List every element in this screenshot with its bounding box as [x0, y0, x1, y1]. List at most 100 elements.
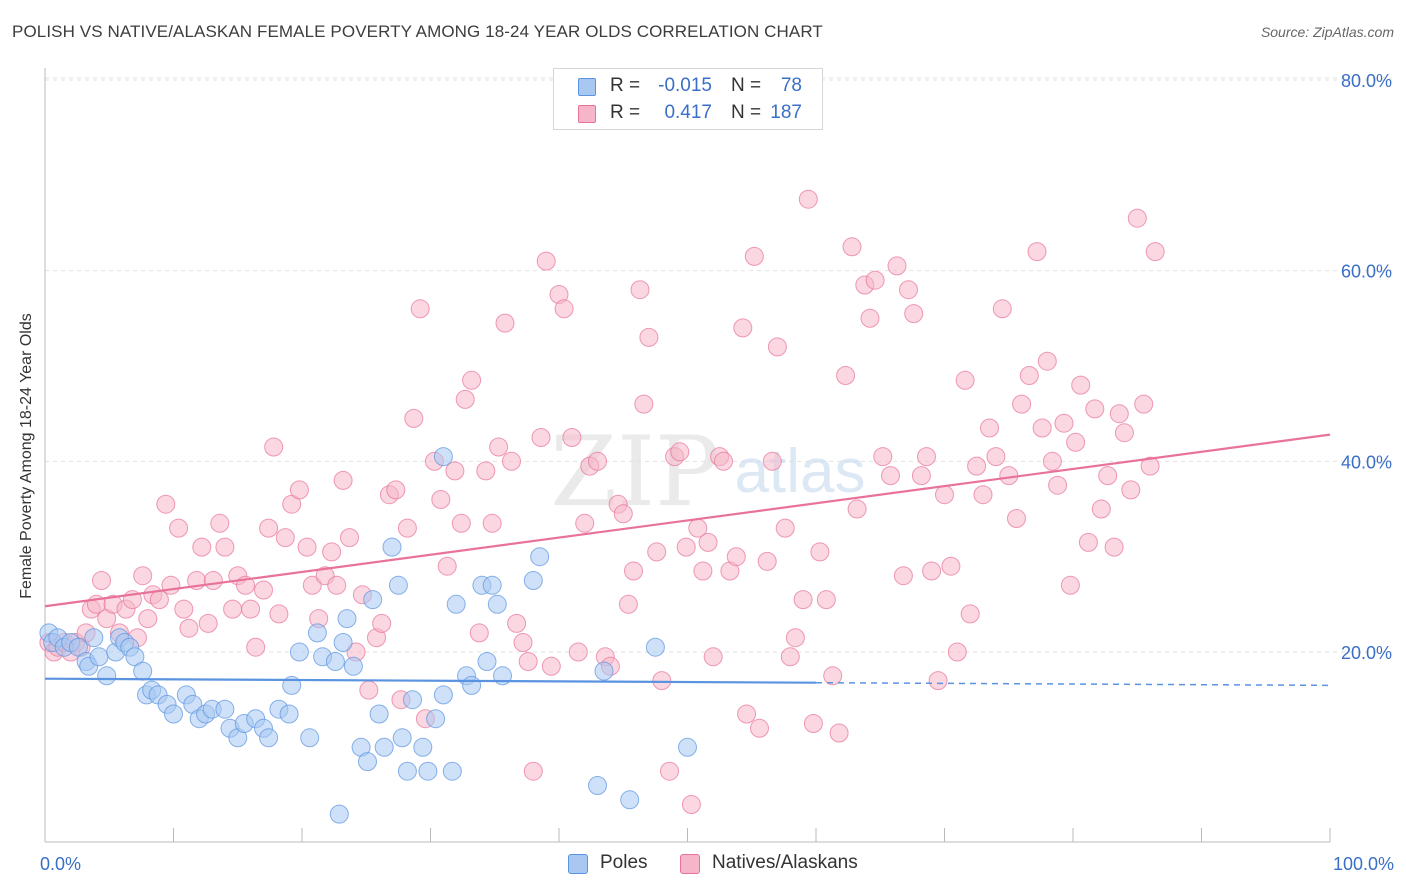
point-poles [333, 633, 353, 652]
point-natives [816, 590, 836, 610]
point-natives [489, 437, 509, 457]
gridlines [45, 77, 1392, 653]
x-tick-label: 100.0% [1333, 854, 1394, 874]
point-natives [502, 451, 521, 471]
point-natives [476, 461, 496, 481]
point-poles [523, 571, 543, 590]
point-natives [275, 528, 295, 548]
point-poles [392, 728, 412, 748]
point-poles [588, 776, 607, 795]
point-natives [269, 604, 289, 624]
trend-line-extension-poles [815, 681, 1331, 687]
point-natives [554, 299, 574, 319]
point-poles [343, 656, 363, 676]
point-natives [254, 580, 273, 600]
point-natives [469, 623, 489, 643]
trend-lines [44, 433, 1331, 687]
point-natives [676, 537, 696, 557]
point-natives [986, 447, 1006, 467]
point-natives [562, 428, 582, 447]
point-natives [223, 599, 243, 619]
point-natives [1012, 394, 1032, 414]
point-natives [462, 370, 482, 390]
point-natives [536, 251, 556, 271]
point-natives [624, 561, 643, 581]
point-natives [241, 599, 261, 619]
point-poles [97, 666, 117, 686]
point-natives [333, 470, 353, 490]
legend-swatch-poles [578, 78, 596, 96]
series-poles [39, 447, 697, 824]
point-natives [775, 518, 795, 538]
point-natives [1145, 242, 1165, 262]
point-natives [893, 566, 913, 586]
point-natives [992, 299, 1012, 319]
point-natives [836, 366, 856, 385]
point-natives [1098, 466, 1118, 486]
point-poles [289, 642, 309, 662]
point-poles [433, 447, 453, 467]
legend-label-poles: Poles [600, 852, 648, 873]
n-label: N = [731, 102, 762, 123]
point-natives [169, 518, 189, 538]
point-natives [744, 246, 764, 266]
point-natives [904, 304, 924, 324]
tick-labels: 20.0% 40.0% 60.0% 80.0% 0.0% 100.0% [40, 71, 1394, 874]
point-natives [198, 613, 218, 633]
point-natives [887, 256, 907, 276]
point-natives [1027, 242, 1047, 262]
point-poles [446, 594, 466, 614]
point-poles [363, 590, 383, 610]
point-natives [762, 451, 782, 471]
n-value: 78 [780, 75, 802, 96]
point-poles [403, 690, 422, 710]
point-natives [174, 599, 194, 619]
point-natives [541, 656, 561, 676]
point-natives [873, 447, 893, 467]
point-natives [947, 642, 967, 662]
point-natives [967, 456, 987, 476]
point-poles [477, 652, 497, 671]
point-natives [192, 537, 212, 557]
point-natives [372, 613, 392, 633]
r-value: 0.417 [664, 102, 712, 123]
point-natives [1054, 413, 1074, 433]
point-poles [482, 575, 502, 595]
point-natives [397, 518, 417, 538]
point-natives [726, 547, 746, 567]
axes [44, 68, 1331, 843]
legend-swatch-poles [568, 854, 588, 874]
point-poles [164, 704, 183, 724]
y-tick-label: 60.0% [1341, 262, 1392, 282]
point-natives [798, 189, 818, 209]
point-natives [847, 499, 867, 519]
point-natives [568, 642, 588, 662]
point-natives [431, 490, 451, 509]
point-poles [358, 752, 377, 772]
r-value: -0.015 [658, 75, 712, 96]
source-credit: Source: ZipAtlas.com [1260, 24, 1394, 40]
point-natives [513, 633, 533, 652]
point-natives [297, 537, 317, 557]
point-natives [203, 571, 223, 590]
point-poles [300, 728, 320, 748]
point-natives [1121, 480, 1141, 500]
point-natives [455, 389, 475, 409]
point-natives [1071, 375, 1091, 395]
point-natives [733, 318, 753, 338]
point-natives [302, 575, 322, 595]
point-natives [1109, 404, 1129, 424]
n-label: N = [731, 75, 762, 96]
point-natives [785, 628, 805, 648]
point-natives [714, 451, 733, 471]
point-natives [960, 604, 980, 624]
r-label: R = [610, 75, 641, 96]
point-natives [410, 299, 430, 319]
point-poles [426, 709, 446, 729]
point-poles [388, 575, 408, 595]
point-natives [133, 566, 153, 586]
point-poles [382, 537, 402, 557]
point-poles [413, 737, 433, 757]
point-natives [482, 513, 502, 533]
